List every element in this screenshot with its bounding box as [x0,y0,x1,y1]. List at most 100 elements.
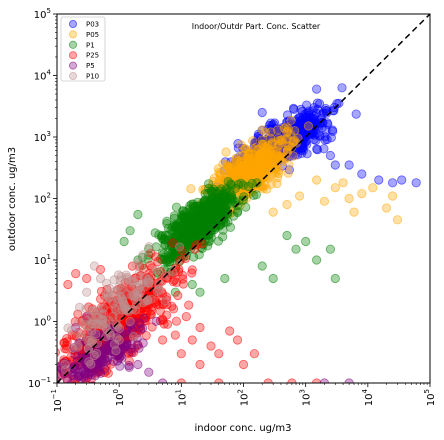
scatter-point [221,147,231,157]
scatter-point [76,332,86,342]
scatter-point [344,193,354,204]
legend-marker [69,40,78,49]
scatter-point [225,326,235,336]
scatter-point [178,222,188,232]
scatter-point [238,180,248,190]
scatter-point [216,197,226,207]
chart-title: Indoor/Outdr Part. Conc. Scatter [192,22,321,31]
scatter-point [110,287,120,297]
scatter-point [151,316,161,326]
scatter-point [368,183,378,193]
x-axis-label: indoor conc. ug/m3 [195,423,292,434]
scatter-point [111,345,121,356]
scatter-point [284,141,294,151]
scatter-point [171,202,182,212]
scatter-point [264,173,274,183]
scatter-point [60,359,70,369]
scatter-point [311,84,322,94]
scatter-point [144,367,154,377]
scatter-point [296,116,306,126]
scatter-point [257,107,267,118]
legend-label: P03 [86,21,99,29]
scatter-point [186,184,196,194]
scatter-point [351,109,361,119]
scatter-point [327,125,337,135]
scatter-point [173,290,183,301]
scatter-point [337,83,347,93]
scatter-point [291,244,301,254]
scatter-point [260,127,270,137]
scatter-point [88,305,98,315]
scatter-point [160,296,170,306]
scatter-point [75,360,86,370]
scatter-point [77,373,87,383]
scatter-point [318,108,328,118]
scatter-point [330,183,340,193]
scatter-point [316,113,327,124]
scatter-point [243,150,254,160]
scatter-point [133,209,143,220]
scatter-point [82,273,92,284]
scatter-point [241,202,251,212]
scatter-point [288,103,299,114]
legend-marker [69,30,78,39]
scatter-point [138,297,148,308]
scatter-point [374,175,384,185]
scatter-point [301,236,311,247]
scatter-point [89,350,99,361]
legend-label: P05 [86,31,99,39]
legend-label: P1 [86,41,95,49]
scatter-point [171,316,181,326]
scatter-point [387,178,398,188]
scatter-point [214,349,224,359]
scatter-point [282,230,292,241]
scatter-point [125,226,135,236]
scatter-point [119,236,129,247]
scatter-point [257,261,267,271]
scatter-point [144,242,154,252]
scatter-point [232,335,243,345]
scatter-point [146,294,156,304]
scatter-point [411,178,421,188]
scatter-point [80,319,91,329]
scatter-point [214,167,224,178]
scatter-point [195,287,205,297]
scatter-point [82,287,92,297]
scatter-point [114,335,124,345]
scatter-point [162,310,172,320]
scatter-point [344,160,354,170]
scatter-points [57,83,421,383]
scatter-point [338,178,348,188]
scatter-point [141,273,151,283]
scatter-point [176,349,186,359]
legend: P03 P05 P1 P25 P5 P10 [60,16,106,82]
scatter-point [151,265,162,275]
scatter-point [179,210,189,220]
scatter-point [125,316,135,327]
scatter-point [201,202,211,212]
scatter-point [87,326,97,336]
scatter-point [303,121,313,131]
scatter-point [187,265,197,275]
scatter-point [325,244,335,254]
scatter-point [298,145,308,155]
scatter-point [315,131,325,141]
scatter-point [301,100,312,110]
scatter-point [251,190,261,200]
scatter-point [329,106,339,116]
legend-label: P25 [86,52,99,60]
scatter-point [206,341,216,351]
scatter-point [131,260,141,270]
scatter-point [357,189,367,199]
scatter-point [229,211,239,221]
scatter-point [95,273,106,284]
scatter-point [387,191,398,201]
scatter-point [133,359,143,370]
scatter-point [238,359,249,370]
scatter-point [221,184,231,194]
scatter-point [249,349,259,359]
scatter-point [175,242,185,252]
scatter-point [284,165,294,175]
legend-marker [69,51,78,60]
scatter-point [294,191,305,201]
